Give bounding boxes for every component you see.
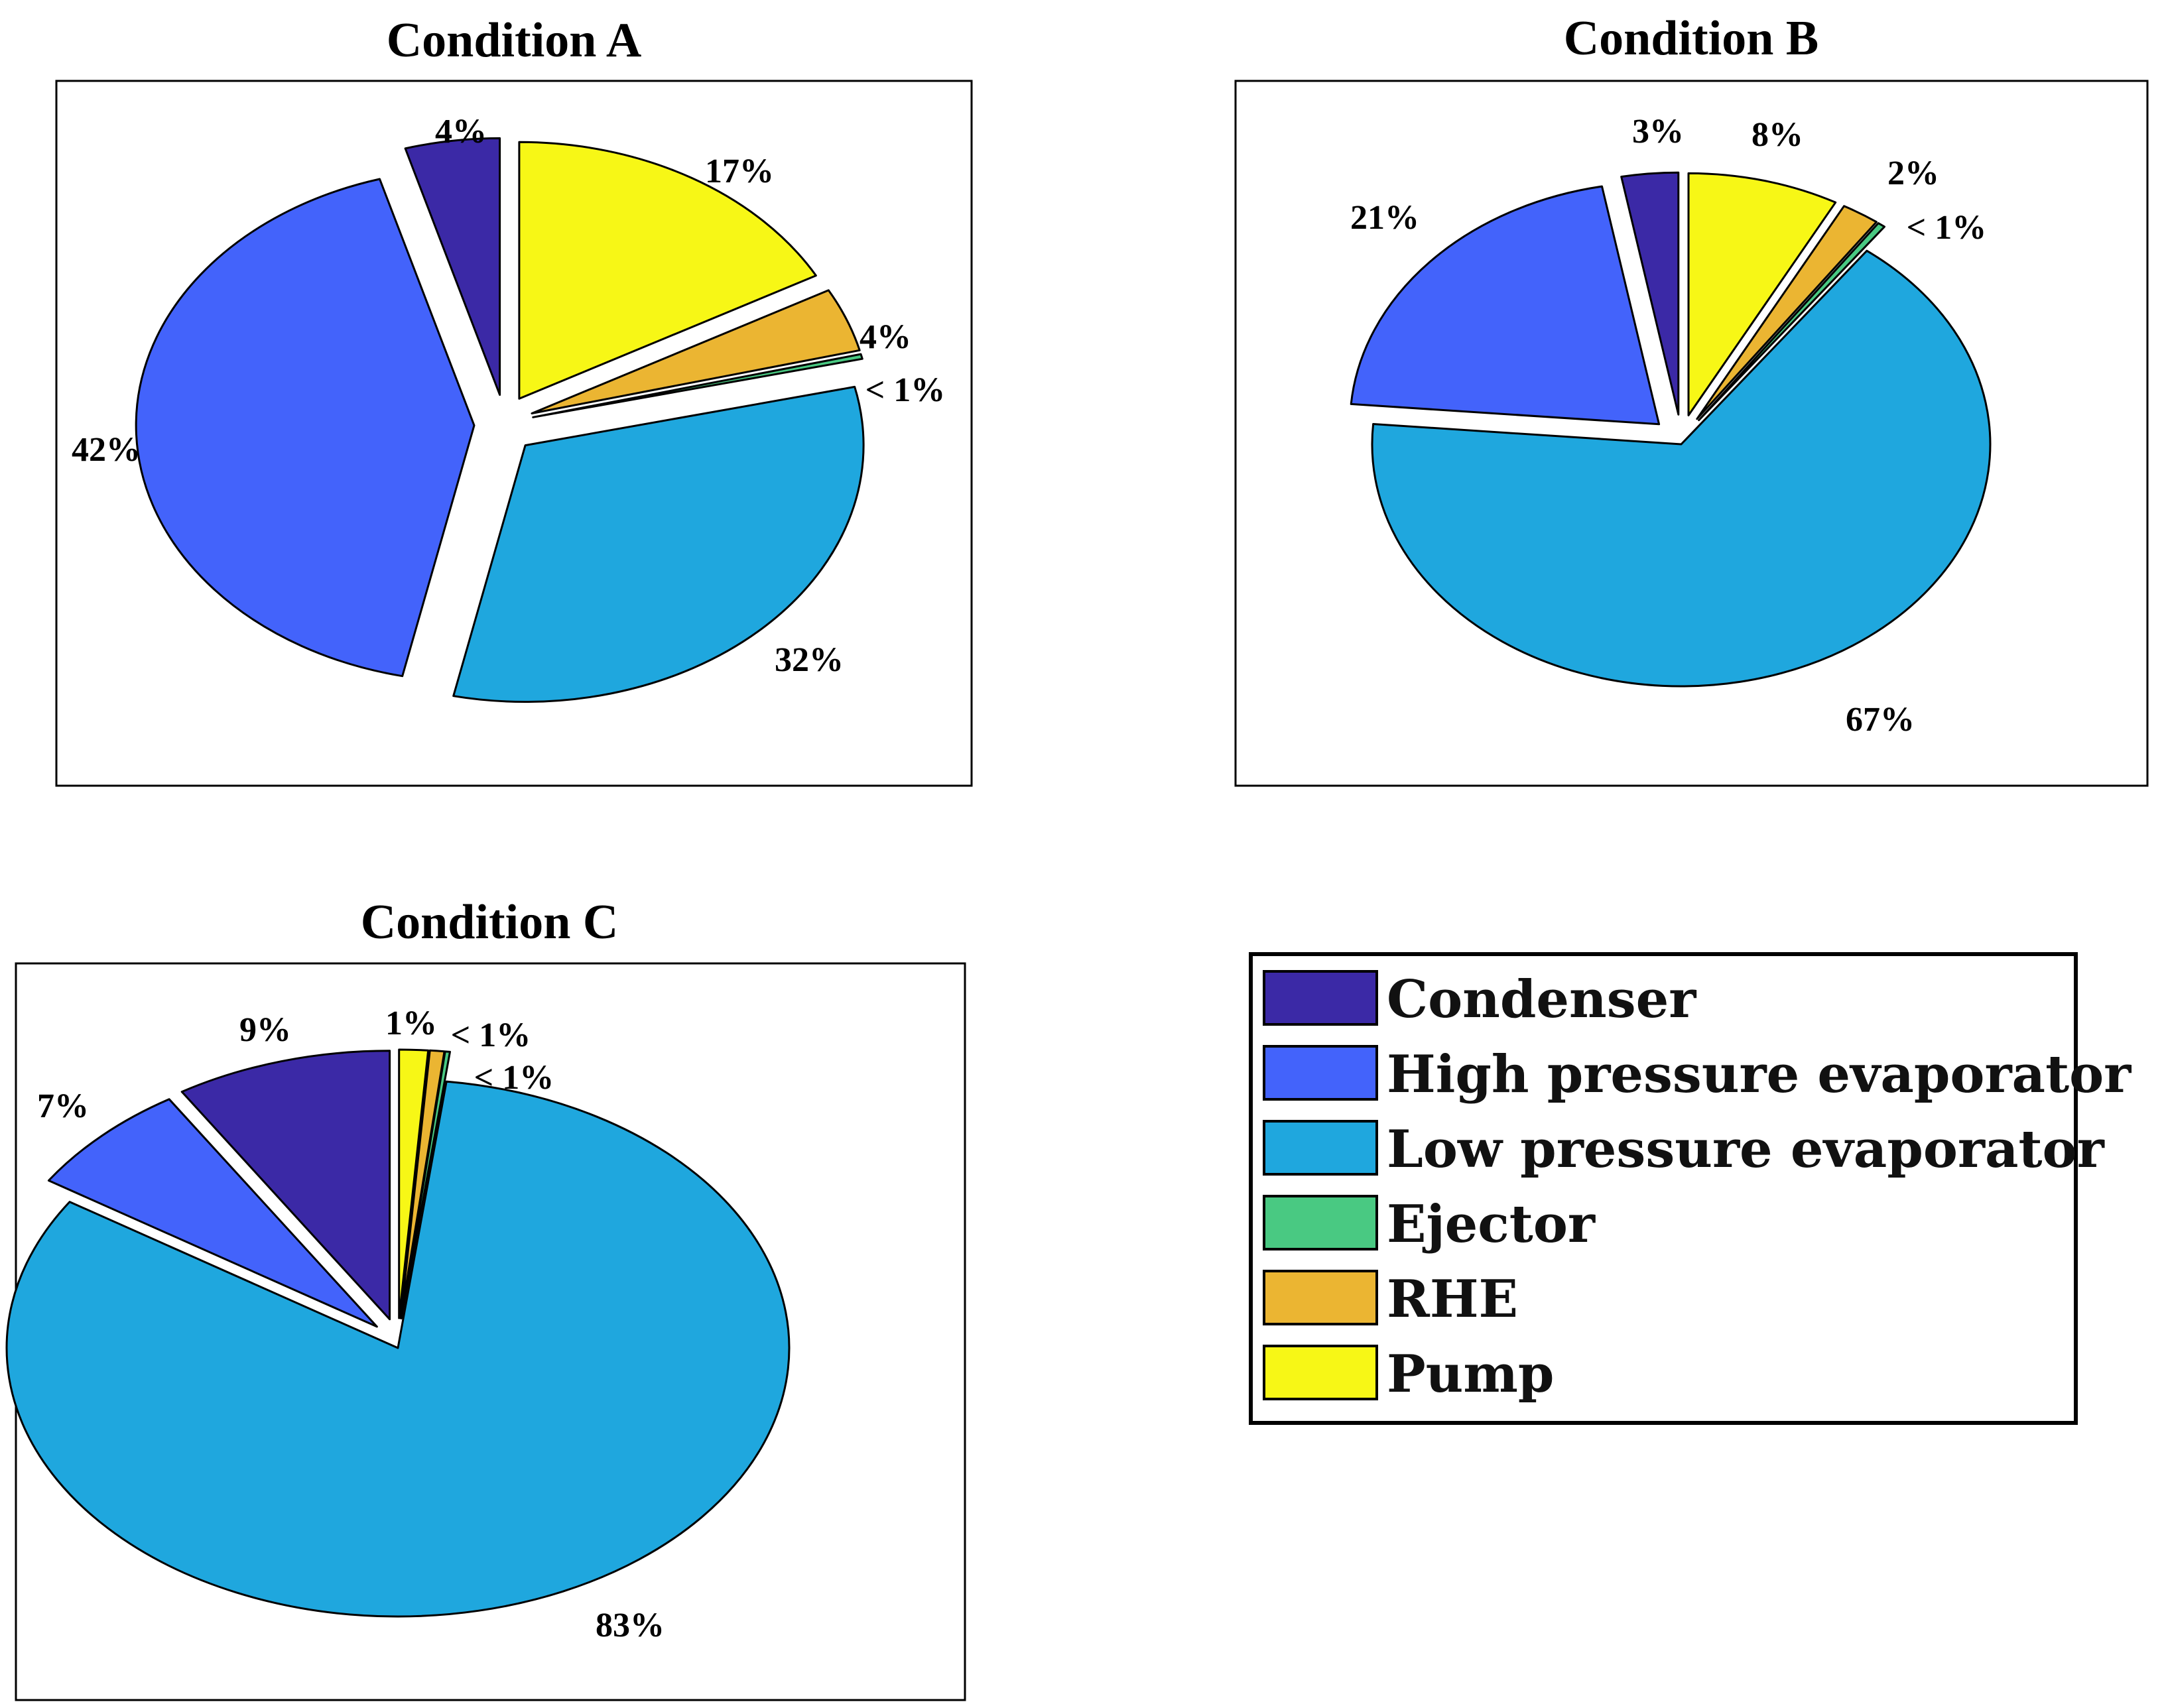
pie-slice-rhe [531, 289, 861, 414]
slice-label-ejector: < 1% [1907, 209, 1987, 247]
pie-slice-condenser [1620, 171, 1680, 416]
pie-slice-pump [398, 1048, 430, 1319]
slice-label-ejector: < 1% [865, 371, 946, 409]
legend-swatch-low-pressure-evaporator [1263, 1120, 1378, 1176]
slice-label-low-pressure-evaporator: 67% [1846, 701, 1915, 739]
legend-label-condenser: Condenser [1387, 969, 1696, 1030]
pie-slices [5, 1048, 791, 1618]
slice-label-condenser: 3% [1632, 113, 1684, 151]
legend-box [1249, 952, 2078, 1425]
legend-swatch-rhe [1263, 1270, 1378, 1325]
legend: Condenser High pressure evaporator Low p… [1249, 952, 2132, 1425]
slice-label-condenser: 9% [239, 1011, 291, 1049]
legend-label-ejector: Ejector [1387, 1194, 1596, 1254]
legend-swatch-pump [1263, 1345, 1378, 1400]
slice-label-low-pressure-evaporator: 83% [596, 1607, 665, 1644]
chart-title: Condition A [387, 13, 642, 68]
slice-label-high-pressure-evaporator: 7% [37, 1087, 89, 1125]
slice-label-pump: 1% [385, 1005, 437, 1042]
slice-label-rhe: 4% [860, 318, 911, 356]
pie-slice-high-pressure-evaporator [135, 178, 476, 678]
pie-slice-ejector [532, 353, 863, 418]
pie-slice-pump [1687, 172, 1837, 416]
slice-label-ejector: < 1% [474, 1059, 554, 1097]
legend-swatch-condenser [1263, 970, 1378, 1026]
slice-label-high-pressure-evaporator: 21% [1350, 199, 1419, 237]
pie-labels: 4% 42% 32% < 1% 4% 17% [72, 113, 945, 679]
pie-slice-low-pressure-evaporator [452, 385, 865, 703]
legend-label-rhe: RHE [1387, 1269, 1518, 1329]
chart-condition-b: Condition B 3% 21% 67% < 1% 2% 8% [1234, 11, 2149, 787]
pie-slice-pump [518, 141, 817, 400]
chart-title: Condition B [1564, 11, 1819, 66]
slice-label-pump: 8% [1752, 116, 1803, 154]
pie-slices [1350, 171, 1992, 688]
pie-slice-high-pressure-evaporator [47, 1098, 378, 1328]
chart-condition-a: Condition A 4% 42% 32% < 1% 4% 17% [55, 13, 973, 787]
pie-slice-ejector [400, 1050, 451, 1319]
pie-slice-ejector [1698, 222, 1885, 422]
pie-slice-rhe [1696, 205, 1878, 420]
chart-title: Condition C [361, 895, 619, 949]
pie-slices [135, 137, 865, 703]
legend-label-pump: Pump [1387, 1344, 1554, 1404]
pie-slice-high-pressure-evaporator [1350, 185, 1661, 426]
pie-labels: 3% 21% 67% < 1% 2% 8% [1350, 113, 1986, 739]
slice-label-high-pressure-evaporator: 42% [72, 431, 141, 469]
pie-slice-condenser [180, 1050, 391, 1321]
pie-slice-low-pressure-evaporator [5, 1080, 791, 1618]
pie-slice-low-pressure-evaporator [1371, 249, 1992, 688]
slice-label-pump: 17% [705, 152, 774, 190]
legend-swatch-ejector [1263, 1195, 1378, 1250]
legend-label-high-pressure-evaporator: High pressure evaporator [1387, 1044, 2132, 1105]
slice-label-low-pressure-evaporator: 32% [775, 641, 844, 679]
slice-label-rhe: < 1% [451, 1016, 531, 1054]
pie-slice-condenser [404, 137, 501, 396]
pie-labels: 9% 7% 83% < 1% < 1% 1% [37, 1005, 665, 1644]
slice-label-rhe: 2% [1887, 154, 1939, 192]
slice-label-condenser: 4% [435, 113, 487, 151]
legend-swatch-high-pressure-evaporator [1263, 1045, 1378, 1101]
chart-condition-c: Condition C 9% 7% 83% < 1% < 1% 1% [5, 895, 966, 1701]
legend-label-low-pressure-evaporator: Low pressure evaporator [1387, 1119, 2105, 1180]
